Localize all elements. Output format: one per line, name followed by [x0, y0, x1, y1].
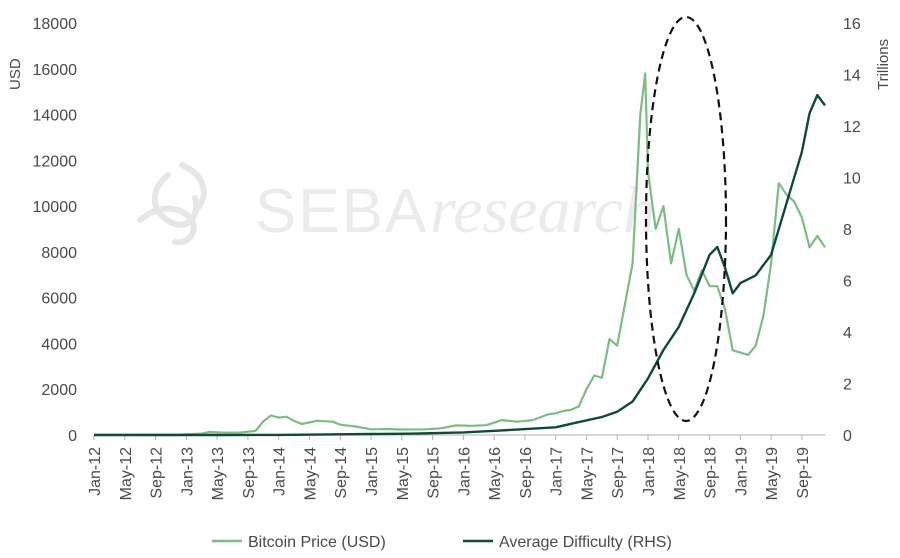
- y-right-tick-label: 2: [843, 377, 852, 394]
- y-right-tick-label: 10: [843, 171, 861, 188]
- x-tick-label: May-13: [210, 447, 227, 500]
- average-difficulty-line: [94, 93, 826, 437]
- x-tick-label: Jan-18: [641, 447, 658, 496]
- x-tick-label: Sep-18: [703, 447, 720, 499]
- x-tick-label: May-18: [672, 447, 689, 500]
- x-tick-label: Sep-15: [426, 447, 443, 499]
- y-left-tick-label: 2000: [41, 382, 77, 399]
- x-ticks: Jan-12 May-12 Sep-12 Jan-13 May-13 Sep-13 Jan-…: [87, 435, 812, 500]
- x-tick-label: Sep-14: [333, 447, 350, 499]
- y-right-tick-label: 16: [843, 16, 861, 33]
- x-tick-label: May-16: [487, 447, 504, 500]
- y-right-tick-label: 14: [843, 68, 861, 85]
- annotation-ellipse: [644, 15, 728, 423]
- bitcoin-price-line: [94, 72, 826, 436]
- x-tick-label: Sep-13: [241, 447, 258, 499]
- x-tick-label: Jan-16: [456, 447, 473, 496]
- x-tick-label: May-17: [579, 447, 596, 500]
- legend-label-difficulty: Average Difficulty (RHS): [499, 534, 672, 551]
- watermark-logo-icon: [137, 162, 207, 246]
- watermark-brand: SEBA: [255, 177, 428, 246]
- x-tick-label: Jan-19: [733, 447, 750, 496]
- y-left-axis-title: USD: [7, 58, 24, 90]
- y-left-ticks: 0 2000 4000 6000 8000 10000 12000 14000 16000 180…: [33, 16, 78, 445]
- x-tick-label: Sep-12: [149, 447, 166, 499]
- y-left-tick-label: 4000: [41, 336, 77, 353]
- y-left-tick-label: 8000: [41, 245, 77, 262]
- legend-label-price: Bitcoin Price (USD): [248, 534, 386, 551]
- watermark-suffix: research: [430, 174, 656, 247]
- y-right-tick-label: 6: [843, 274, 852, 291]
- x-tick-label: Jan-13: [179, 447, 196, 496]
- x-tick-label: May-15: [395, 447, 412, 500]
- series-layer: [94, 72, 826, 437]
- y-right-tick-label: 4: [843, 325, 852, 342]
- legend: Bitcoin Price (USD) Average Difficulty (…: [212, 534, 672, 551]
- y-left-tick-label: 16000: [33, 62, 78, 79]
- x-tick-label: Sep-19: [795, 447, 812, 499]
- x-tick-label: May-14: [302, 447, 319, 500]
- y-right-tick-label: 0: [843, 428, 852, 445]
- y-left-tick-label: 12000: [33, 153, 78, 170]
- y-left-tick-label: 14000: [33, 108, 78, 125]
- x-tick-label: Sep-16: [518, 447, 535, 499]
- x-tick-label: Jan-12: [87, 447, 104, 496]
- x-tick-label: May-12: [118, 447, 135, 500]
- y-right-tick-label: 8: [843, 222, 852, 239]
- x-tick-label: Sep-17: [610, 447, 627, 499]
- x-tick-label: May-19: [764, 447, 781, 500]
- y-left-tick-label: 10000: [33, 199, 78, 216]
- y-left-tick-label: 6000: [41, 291, 77, 308]
- y-right-ticks: 0 2 4 6 8 10 12 14 16: [843, 16, 861, 445]
- watermark: SEBA research: [137, 162, 656, 247]
- y-left-tick-label: 0: [68, 428, 77, 445]
- y-left-tick-label: 18000: [33, 16, 78, 33]
- x-tick-label: Jan-15: [364, 447, 381, 496]
- y-right-tick-label: 12: [843, 119, 861, 136]
- x-tick-label: Jan-17: [549, 447, 566, 496]
- x-tick-label: Jan-14: [272, 447, 289, 496]
- y-right-axis-title: Trillions: [875, 39, 892, 90]
